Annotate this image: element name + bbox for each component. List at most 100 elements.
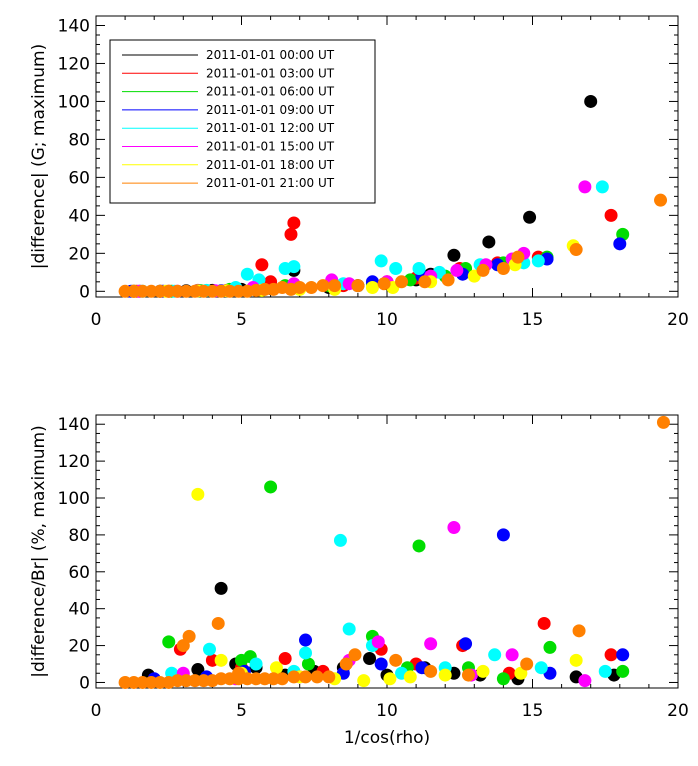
data-point xyxy=(654,193,668,207)
data-point xyxy=(275,672,289,686)
y-tick-label: 140 xyxy=(58,415,90,435)
data-point xyxy=(374,254,388,268)
data-point xyxy=(520,657,534,671)
data-point xyxy=(604,208,618,222)
data-point xyxy=(310,670,324,684)
data-point xyxy=(514,666,528,680)
data-point xyxy=(339,657,353,671)
data-point xyxy=(476,664,490,678)
y-tick-label: 60 xyxy=(68,563,90,583)
series-8 xyxy=(118,415,670,689)
data-point xyxy=(357,674,371,688)
data-point xyxy=(287,260,301,274)
plots: 0 5 10 15 20 0 20 40 60 80 100 120 140 |difference| (… xyxy=(29,15,689,748)
data-point xyxy=(459,637,473,651)
data-point xyxy=(412,539,426,553)
data-point xyxy=(365,281,379,295)
legend-label: 2011-01-01 15:00 UT xyxy=(206,140,335,154)
data-point xyxy=(418,275,432,289)
series-8 xyxy=(118,193,668,298)
data-point xyxy=(316,279,330,293)
legend-label: 2011-01-01 21:00 UT xyxy=(206,176,335,190)
data-point xyxy=(176,639,190,653)
y-tick-label: 120 xyxy=(58,54,90,74)
data-point xyxy=(202,642,216,656)
data-point xyxy=(496,528,510,542)
plot-2: 0 5 10 15 20 0 20 40 60 80 100 120 140 |difference/Br… xyxy=(29,414,689,748)
legend-label: 2011-01-01 00:00 UT xyxy=(206,48,335,62)
data-point xyxy=(569,653,583,667)
legend-label: 2011-01-01 06:00 UT xyxy=(206,85,335,99)
data-point xyxy=(342,622,356,636)
data-point xyxy=(255,258,269,272)
data-point xyxy=(284,227,298,241)
data-point xyxy=(531,254,545,268)
data-point xyxy=(523,210,537,224)
x-tick-label: 15 xyxy=(522,701,544,721)
data-point xyxy=(333,533,347,547)
data-point xyxy=(403,670,417,684)
data-point xyxy=(287,670,301,684)
data-point xyxy=(616,664,630,678)
data-point xyxy=(569,243,583,257)
y-tick-label: 140 xyxy=(58,16,90,36)
y-tick-label: 20 xyxy=(68,637,90,657)
x-tick-label: 0 xyxy=(91,310,102,330)
data-point xyxy=(496,672,510,686)
data-point xyxy=(299,633,313,647)
data-point xyxy=(447,521,461,535)
data-point xyxy=(363,651,377,665)
data-point xyxy=(182,629,196,643)
x-tick-label: 15 xyxy=(522,310,544,330)
data-point xyxy=(613,237,627,251)
y-tick-label: 80 xyxy=(68,526,90,546)
data-point xyxy=(441,273,455,287)
data-point xyxy=(537,616,551,630)
data-point xyxy=(424,637,438,651)
y-tick-label: 100 xyxy=(58,92,90,112)
y-tick-label: 60 xyxy=(68,168,90,188)
x-tick-label: 5 xyxy=(236,701,247,721)
data-point xyxy=(278,651,292,665)
data-point xyxy=(389,262,403,276)
data-point xyxy=(249,657,263,671)
y-tick-label: 40 xyxy=(68,206,90,226)
data-point xyxy=(476,263,490,277)
legend-label: 2011-01-01 12:00 UT xyxy=(206,121,335,135)
data-point xyxy=(299,646,313,660)
data-point xyxy=(595,180,609,194)
data-point xyxy=(488,648,502,662)
data-point xyxy=(351,279,365,293)
data-point xyxy=(534,661,548,675)
y-tick-label: 20 xyxy=(68,244,90,264)
data-point xyxy=(328,279,342,293)
data-point xyxy=(604,648,618,662)
data-point xyxy=(505,648,519,662)
y-tick-label: 120 xyxy=(58,452,90,472)
data-point xyxy=(293,281,307,295)
y-axis-title: |difference/Br| (%, maximum) xyxy=(29,425,49,677)
y-tick-label: 40 xyxy=(68,600,90,620)
data-point xyxy=(496,262,510,276)
data-point xyxy=(322,670,336,684)
data-point xyxy=(598,664,612,678)
data-point xyxy=(584,94,598,108)
data-point xyxy=(656,415,670,429)
y-axis-title: |difference| (G; maximum) xyxy=(29,44,49,269)
legend-label: 2011-01-01 18:00 UT xyxy=(206,158,335,172)
legend: 2011-01-01 00:00 UT 2011-01-01 03:00 UT 20… xyxy=(109,39,376,204)
data-point xyxy=(447,248,461,262)
data-point xyxy=(412,262,426,276)
data-point xyxy=(450,263,464,277)
y-tick-label: 0 xyxy=(79,673,90,693)
x-tick-label: 10 xyxy=(376,310,398,330)
data-point xyxy=(299,670,313,684)
data-point xyxy=(348,648,362,662)
data-point xyxy=(377,277,391,291)
data-point xyxy=(371,635,385,649)
data-point xyxy=(424,664,438,678)
y-tick-label: 100 xyxy=(58,489,90,509)
legend-label: 2011-01-01 03:00 UT xyxy=(206,66,335,80)
y-tick-label: 0 xyxy=(79,282,90,302)
